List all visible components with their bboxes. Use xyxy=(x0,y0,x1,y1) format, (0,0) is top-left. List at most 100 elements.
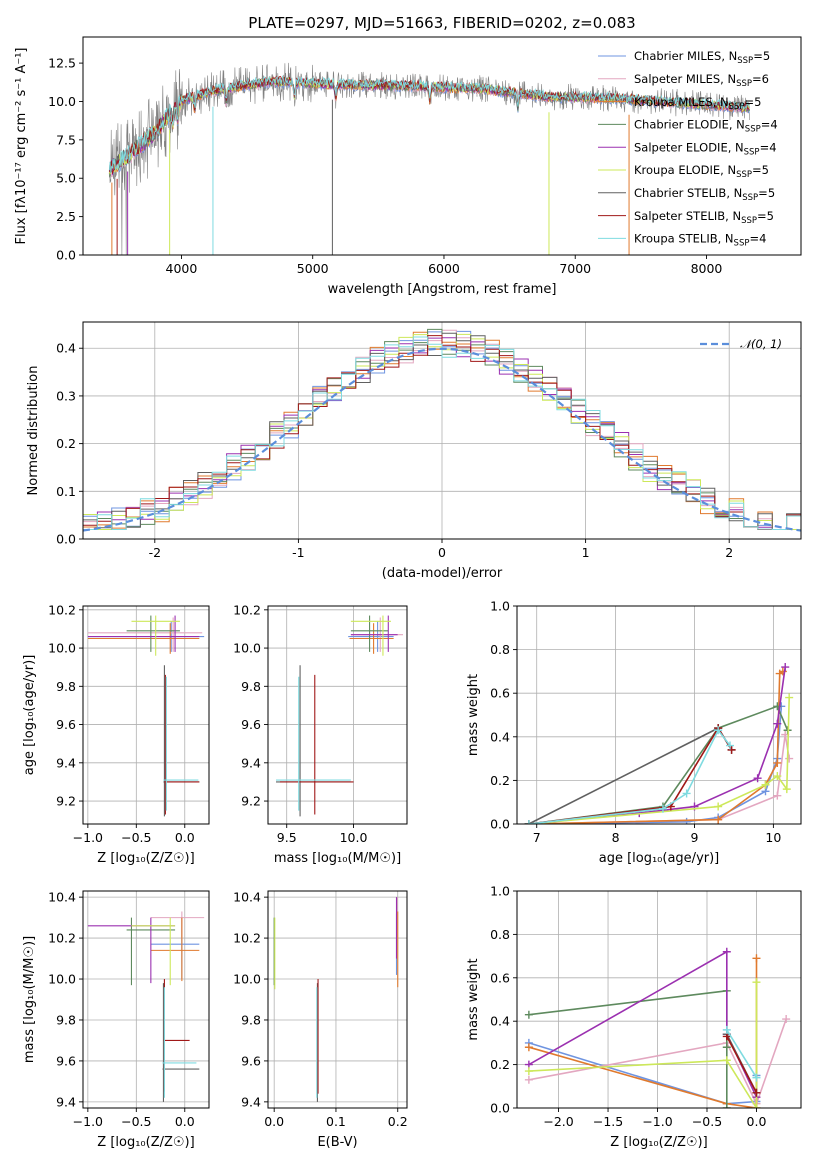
y-tick-label: 0.2 xyxy=(490,773,510,788)
series-marker-salpeter-miles xyxy=(524,1075,533,1084)
legend-nssp-prefix: , N xyxy=(726,186,742,200)
series-marker-kroupa-elodie xyxy=(524,1067,533,1076)
series-marker-kroupa-elodie xyxy=(782,785,791,794)
series-marker-kroupa-elodie xyxy=(714,802,723,811)
model-spectrum-kroupa-stelib xyxy=(108,75,750,173)
legend-nssp-value: 4 xyxy=(759,232,766,246)
y-tick-label: 1.0 xyxy=(490,599,510,614)
series-marker-salpeter-stelib xyxy=(727,745,736,754)
legend-nssp-equals: = xyxy=(760,140,770,154)
legend-nssp-subscript: SSP xyxy=(736,79,752,89)
normal-distribution-curve xyxy=(83,347,801,532)
x-tick-label: 10.0 xyxy=(340,830,368,845)
y-tick-label: 0.4 xyxy=(490,1014,510,1029)
y-tick-label: 0.2 xyxy=(56,436,76,451)
y-tick-label: 7.5 xyxy=(56,132,76,147)
legend-nssp-value: 5 xyxy=(762,163,769,177)
series-line-salpeter-stelib xyxy=(726,1036,758,1094)
age-vs-mass-panel: 9.5 10.0 9.2 9.4 9.6 9.8 10.0 10.2 mass [log₁₀(M… xyxy=(233,602,408,866)
legend-nssp-value: 4 xyxy=(770,118,777,132)
mass-weight-vs-age-panel: 7 8 9 10 0.0 0.2 0.4 0.6 0.8 1.0 age [log₁₀(age/yr… xyxy=(466,599,802,866)
axes: −1.0 −0.5 0.0 9.2 9.4 9.6 9.8 10.0 10.2 Z [log₁₀(… xyxy=(22,602,210,866)
y-tick-label: 0.6 xyxy=(490,970,510,985)
y-tick-label: 9.8 xyxy=(56,679,76,694)
x-tick-label: 4000 xyxy=(166,261,198,276)
x-tick-label: −0.5 xyxy=(692,1114,722,1129)
y-axis-label: mass [log₁₀(M/M☉)] xyxy=(22,936,37,1063)
x-axis-label: age [log₁₀(age/yr)] xyxy=(599,851,720,866)
plot-area xyxy=(108,62,750,255)
legend-nssp-equals: = xyxy=(757,209,767,223)
series-marker-kroupa-elodie xyxy=(752,978,761,987)
series-marker-chabrier-elodie xyxy=(524,1010,533,1019)
y-tick-label: 9.6 xyxy=(241,1053,261,1068)
series-marker-kroupa-stelib xyxy=(752,1073,761,1082)
plot-area xyxy=(83,891,209,1108)
series-marker-kroupa-elodie xyxy=(785,693,794,702)
legend-label-kroupa-elodie: Kroupa ELODIE, NSSP=5 xyxy=(634,163,769,180)
series-marker-kroupa-elodie xyxy=(773,772,782,781)
y-tick-label: 0.8 xyxy=(490,927,510,942)
legend-label-chabrier-elodie: Chabrier ELODIE, NSSP=4 xyxy=(634,118,778,135)
axes-frame xyxy=(516,890,802,1109)
series-marker-kroupa-miles xyxy=(773,758,782,767)
series-marker-kroupa-miles xyxy=(524,1043,533,1052)
axes-frame xyxy=(82,605,210,825)
series-marker-kroupa-miles xyxy=(752,954,761,963)
plot-area xyxy=(268,891,407,1108)
y-axis-label: age [log₁₀(age/yr)] xyxy=(22,655,37,776)
legend-nssp-value: 5 xyxy=(763,49,770,63)
series-marker-salpeter-miles xyxy=(785,754,794,763)
legend-label-chabrier-stelib: Chabrier STELIB, NSSP=5 xyxy=(634,186,775,203)
series-marker-salpeter-elodie xyxy=(773,719,782,728)
legend-series-name: Chabrier STELIB xyxy=(634,186,726,200)
y-tick-label: 9.4 xyxy=(241,1094,261,1109)
x-tick-label: 0.0 xyxy=(175,1114,195,1129)
series-line-kroupa-stelib xyxy=(726,1029,758,1079)
figure-title: PLATE=0297, MJD=51663, FIBERID=0202, z=0… xyxy=(248,14,635,32)
x-axis-label: Z [log₁₀(Z/Z☉)] xyxy=(97,851,194,866)
series-marker-chabrier-elodie xyxy=(722,1043,731,1052)
y-tick-label: 10.2 xyxy=(48,931,76,946)
x-axis-label: (data-model)/error xyxy=(382,566,503,581)
y-tick-label: 0.0 xyxy=(56,532,76,547)
legend-label-kroupa-stelib: Kroupa STELIB, NSSP=4 xyxy=(634,232,766,249)
series-marker-kroupa-elodie xyxy=(761,780,770,789)
x-tick-label: −1.0 xyxy=(73,1114,103,1129)
series-marker-kroupa-stelib xyxy=(714,726,723,735)
axes: −2.0 −1.5 −1.0 −0.5 0.0 0.0 0.2 0.4 0.6 0.8 1.0 Z [… xyxy=(466,884,802,1150)
legend-label-salpeter-elodie: Salpeter ELODIE, NSSP=4 xyxy=(634,140,777,157)
y-axis-label: mass weight xyxy=(466,958,481,1040)
series-marker-kroupa-stelib xyxy=(524,820,533,824)
legend-nssp-value: 5 xyxy=(767,209,774,223)
series-line-kroupa-elodie xyxy=(528,697,790,824)
legend-nssp-subscript: SSP xyxy=(745,125,761,135)
series-line-chabrier-miles xyxy=(528,706,783,824)
y-tick-label: 10.0 xyxy=(48,972,76,987)
x-tick-label: −0.5 xyxy=(121,1114,151,1129)
axes-frame xyxy=(267,605,408,825)
x-tick-label: 0 xyxy=(438,545,446,560)
histogram-legend: 𝒩(0, 1) xyxy=(700,337,782,351)
axes-frame xyxy=(82,890,210,1109)
x-tick-label: 7000 xyxy=(559,261,591,276)
axes: -2 -1 0 1 2 0.0 0.1 0.2 0.3 0.4 (data-model)/error… xyxy=(26,321,802,581)
y-tick-label: 9.4 xyxy=(241,755,261,770)
y-tick-label: 10.2 xyxy=(233,602,261,617)
legend-series-name: Kroupa ELODIE xyxy=(634,163,720,177)
series-line-kroupa-miles xyxy=(528,958,758,1108)
plot-area xyxy=(268,606,407,824)
legend-nssp-equals: = xyxy=(744,95,754,109)
x-tick-label: 9 xyxy=(691,830,699,845)
series-marker-kroupa-stelib xyxy=(682,789,691,798)
histogram-kroupa-stelib xyxy=(83,336,801,530)
y-tick-label: 10.0 xyxy=(233,972,261,987)
legend-nssp-equals: = xyxy=(761,118,771,132)
legend-label-chabrier-miles: Chabrier MILES, NSSP=5 xyxy=(634,49,770,66)
legend-nssp-prefix: , N xyxy=(728,140,744,154)
legend-series-name: Salpeter STELIB xyxy=(634,209,725,223)
series-marker-salpeter-elodie xyxy=(753,774,762,783)
y-axis-label: mass weight xyxy=(466,674,481,756)
y-tick-label: 0.4 xyxy=(490,729,510,744)
y-axis-label: Flux [fλ10⁻¹⁷ erg cm⁻² s⁻¹ A⁻¹] xyxy=(14,48,29,245)
